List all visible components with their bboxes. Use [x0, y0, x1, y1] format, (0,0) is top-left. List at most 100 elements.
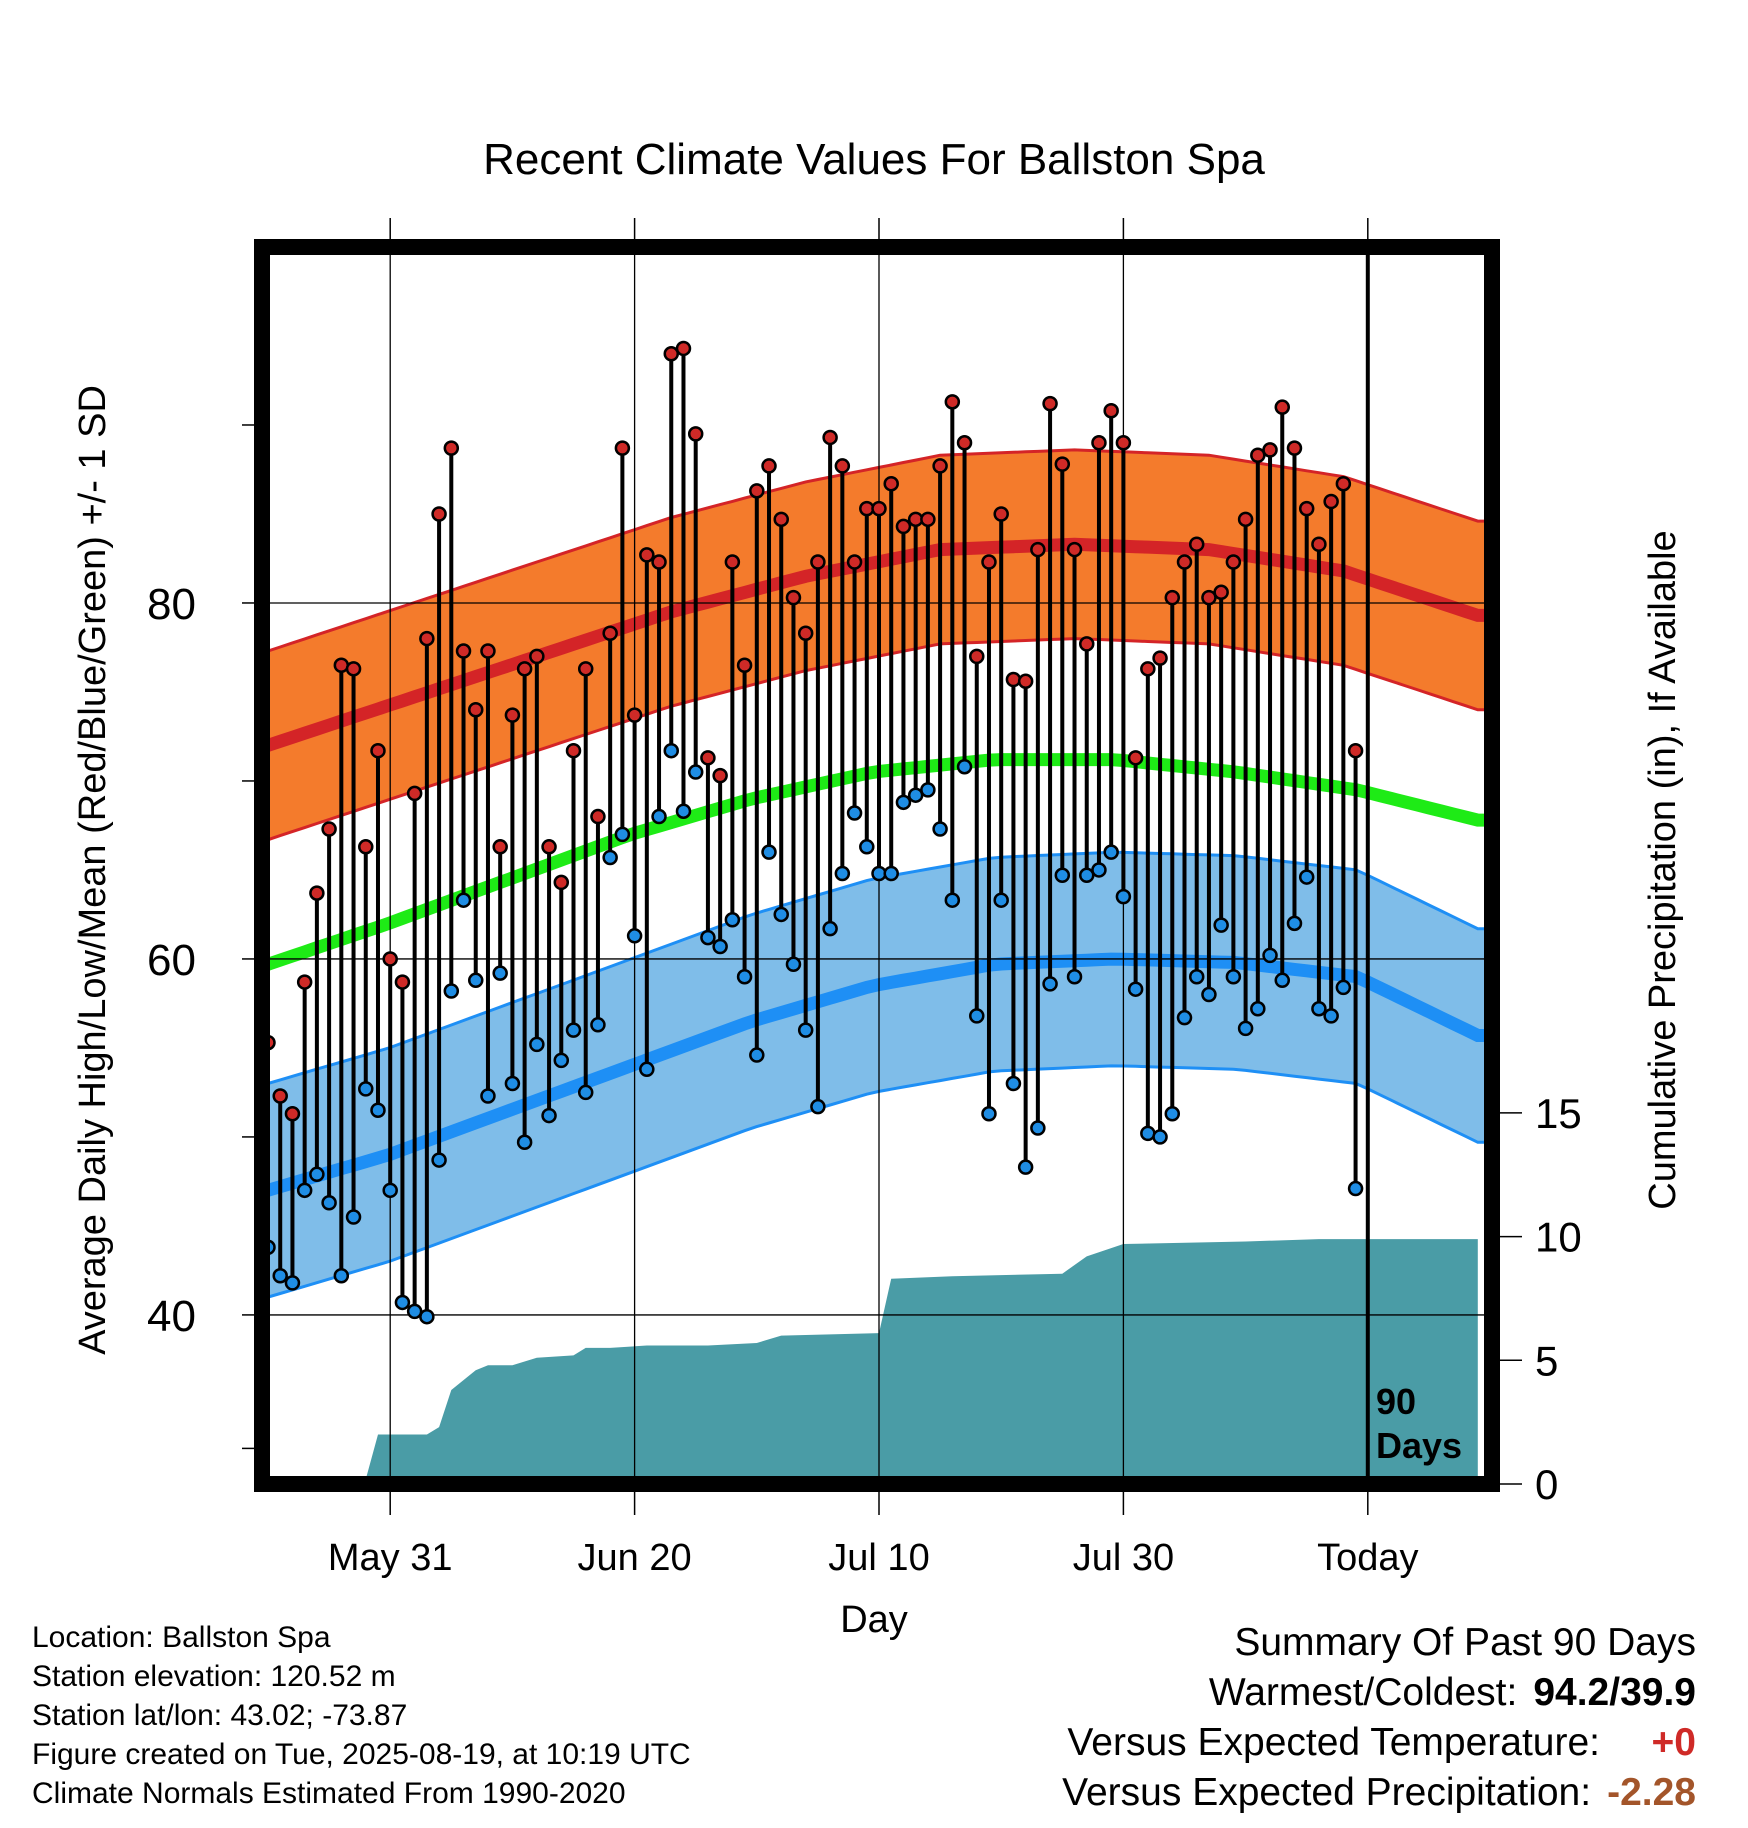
- summary-panel: Summary Of Past 90 Days Warmest/Coldest:…: [1062, 1618, 1696, 1818]
- y-axis-label: Average Daily High/Low/Mean (Red/Blue/Gr…: [72, 385, 114, 1355]
- daily-low-point: [492, 965, 508, 981]
- cumulative-precip-area: [268, 1239, 1478, 1484]
- daily-low-point: [565, 1022, 582, 1038]
- daily-low-point: [1274, 972, 1291, 989]
- daily-high-point: [1115, 435, 1132, 451]
- y2-tick-label: 0: [1535, 1461, 1558, 1508]
- daily-low-point: [370, 1102, 386, 1118]
- x-tick-label: Jun 20: [578, 1537, 692, 1579]
- daily-high-point: [309, 885, 325, 901]
- summary-temp-row: Versus Expected Temperature: +0: [1062, 1718, 1696, 1768]
- daily-low-point: [1127, 981, 1144, 997]
- daily-high-point: [516, 661, 533, 677]
- x-tick-label: Today: [1317, 1537, 1418, 1579]
- daily-low-point: [944, 892, 961, 908]
- daily-low-point: [932, 821, 948, 837]
- daily-low-point: [969, 1008, 985, 1024]
- y-tick-label: 80: [147, 580, 196, 629]
- daily-low-point: [626, 928, 643, 944]
- daily-high-point: [565, 742, 582, 759]
- precip-value: -2.28: [1607, 1771, 1696, 1814]
- daily-high-point: [1127, 750, 1144, 766]
- daily-high-point: [1286, 440, 1303, 456]
- daily-high-point: [1201, 589, 1217, 606]
- x-axis-label: Day: [840, 1599, 908, 1641]
- daily-high-point: [651, 554, 667, 570]
- daily-high-point: [1250, 447, 1266, 463]
- daily-low-point: [345, 1209, 362, 1225]
- x-tick-label: Jul 30: [1073, 1537, 1174, 1579]
- daily-low-point: [1176, 1009, 1193, 1026]
- daily-high-point: [871, 500, 887, 517]
- daily-high-point: [626, 707, 643, 723]
- warm-cold-value: 94.2/39.9: [1533, 1671, 1696, 1714]
- location-text: Location: Ballston Spa: [32, 1621, 331, 1654]
- daily-low-point: [663, 742, 680, 759]
- daily-low-point: [1066, 968, 1083, 985]
- summary-heading: Summary Of Past 90 Days: [1234, 1621, 1696, 1664]
- daily-low-point: [1286, 915, 1303, 932]
- daily-high-point: [1323, 493, 1339, 510]
- daily-low-point: [1262, 947, 1278, 964]
- daily-high-point: [467, 702, 484, 718]
- daily-low-point: [394, 1294, 411, 1311]
- daily-high-point: [431, 506, 447, 522]
- daily-low-point: [749, 1047, 765, 1063]
- daily-low-point: [1103, 844, 1119, 860]
- y2-axis-label: Cumulative Precipitation (in), If Availa…: [1642, 530, 1684, 1209]
- daily-low-point: [785, 956, 802, 973]
- daily-low-point: [895, 794, 912, 811]
- daily-low-point: [773, 906, 789, 923]
- x-tick-label: May 31: [328, 1537, 453, 1579]
- daily-high-point: [1042, 395, 1058, 412]
- daily-high-point: [296, 974, 313, 990]
- daily-high-point: [993, 506, 1009, 522]
- daily-low-point: [553, 1052, 570, 1069]
- daily-high-point: [602, 625, 618, 641]
- daily-low-point: [272, 1268, 288, 1284]
- daily-high-point: [529, 648, 545, 665]
- today-marker-label-line2: Days: [1376, 1425, 1462, 1466]
- daily-high-point: [920, 511, 936, 528]
- precip-label: Versus Expected Precipitation:: [1062, 1771, 1592, 1814]
- daily-low-point: [1213, 917, 1229, 933]
- daily-low-point: [700, 929, 716, 946]
- daily-low-point: [602, 849, 618, 866]
- daily-high-point: [1066, 541, 1083, 558]
- daily-low-point: [1250, 1001, 1266, 1017]
- daily-low-point: [1237, 1020, 1254, 1037]
- normal-low-line: [262, 952, 1490, 1197]
- daily-high-point: [1176, 554, 1193, 570]
- daily-high-point: [577, 661, 594, 677]
- daily-low-point: [639, 1061, 655, 1078]
- daily-low-point: [529, 1036, 545, 1053]
- daily-high-point: [1103, 402, 1119, 419]
- daily-high-point: [773, 511, 789, 528]
- daily-low-point: [981, 1106, 997, 1122]
- daily-high-point: [1311, 536, 1327, 552]
- daily-low-point: [431, 1152, 447, 1168]
- daily-high-point: [785, 589, 802, 606]
- daily-high-point: [895, 518, 912, 535]
- y-tick-label: 40: [147, 1292, 196, 1341]
- warm-cold-label: Warmest/Coldest:: [1208, 1671, 1518, 1714]
- daily-low-point: [822, 920, 838, 937]
- daily-high-point: [345, 661, 362, 677]
- daily-high-point: [749, 483, 765, 499]
- daily-high-point: [1140, 661, 1156, 677]
- daily-high-point: [541, 839, 557, 855]
- daily-high-point: [639, 547, 655, 563]
- daily-low-point: [614, 826, 631, 843]
- daily-high-point: [370, 742, 386, 759]
- daily-low-point: [419, 1308, 435, 1325]
- daily-low-point: [712, 938, 728, 955]
- daily-low-point: [1323, 1008, 1339, 1024]
- daily-high-point: [455, 643, 472, 659]
- temp-value: +0: [1651, 1721, 1696, 1764]
- daily-high-point: [761, 458, 777, 474]
- daily-high-point: [981, 554, 997, 570]
- daily-low-point: [321, 1195, 337, 1211]
- normals-text: Climate Normals Estimated From 1990-2020: [32, 1777, 626, 1810]
- daily-high-point: [1005, 671, 1022, 688]
- axes: May 31 Jun 20 Jul 10 Jul 30 Today 40 60 80 0 5 10 1…: [147, 218, 1582, 1579]
